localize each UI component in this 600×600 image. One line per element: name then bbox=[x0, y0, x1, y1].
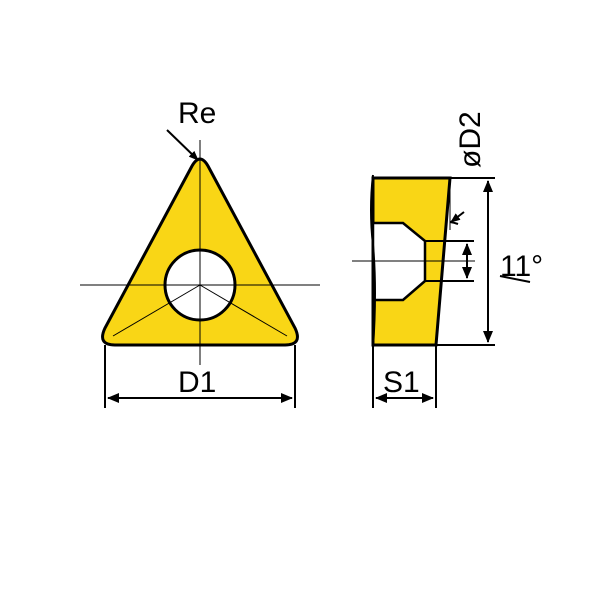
label-angle: 11° bbox=[500, 250, 543, 283]
technical-drawing: D1 Re S1 bbox=[0, 0, 600, 600]
label-D1: D1 bbox=[178, 366, 216, 399]
label-D2: øD2 bbox=[454, 111, 487, 168]
label-S1: S1 bbox=[383, 366, 420, 399]
label-Re: Re bbox=[178, 97, 216, 130]
leader-Re bbox=[167, 130, 198, 160]
side-view: S1 øD2 11° bbox=[352, 111, 543, 408]
front-view: D1 Re bbox=[80, 97, 320, 408]
diagram-container: D1 Re S1 bbox=[0, 0, 600, 600]
